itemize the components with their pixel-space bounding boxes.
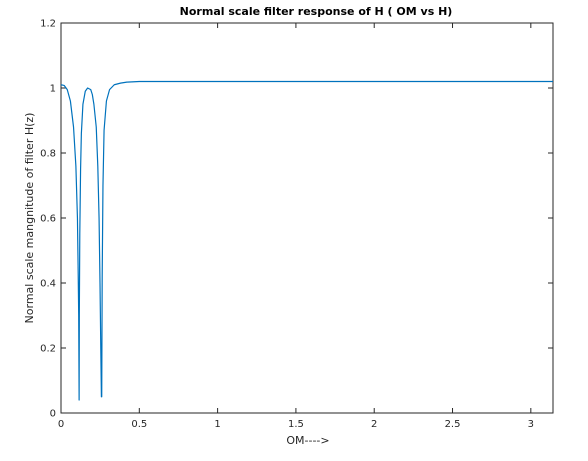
x-tick-label: 3 bbox=[528, 419, 534, 430]
chart-title: Normal scale filter response of H ( OM v… bbox=[180, 5, 453, 18]
x-tick-label: 0 bbox=[58, 419, 64, 430]
plot-frame bbox=[60, 22, 554, 414]
y-tick-label: 0.6 bbox=[40, 214, 56, 225]
tick-layer: 0 0.5 1 1.5 2 2.5 3 0 0.2 0.4 0.6 0.8 1 1.2 bbox=[40, 19, 553, 430]
y-tick-label: 0 bbox=[50, 409, 56, 420]
y-tick-label: 0.2 bbox=[40, 344, 56, 355]
x-tick-label: 2.5 bbox=[445, 419, 461, 430]
series-line bbox=[60, 80, 553, 401]
x-tick-label: 2 bbox=[371, 419, 377, 430]
y-tick-label: 1.2 bbox=[40, 19, 56, 30]
y-tick-label: 0.4 bbox=[40, 279, 56, 290]
x-tick-label: 0.5 bbox=[131, 419, 147, 430]
x-tick-label: 1.5 bbox=[288, 419, 304, 430]
x-axis-label: OM----> bbox=[286, 434, 329, 447]
y-axis-label: Normal scale mangnitude of filter H(z) bbox=[23, 113, 36, 324]
y-tick-label: 0.8 bbox=[40, 149, 56, 160]
x-tick-label: 1 bbox=[214, 419, 220, 430]
y-tick-label: 1 bbox=[50, 84, 56, 95]
